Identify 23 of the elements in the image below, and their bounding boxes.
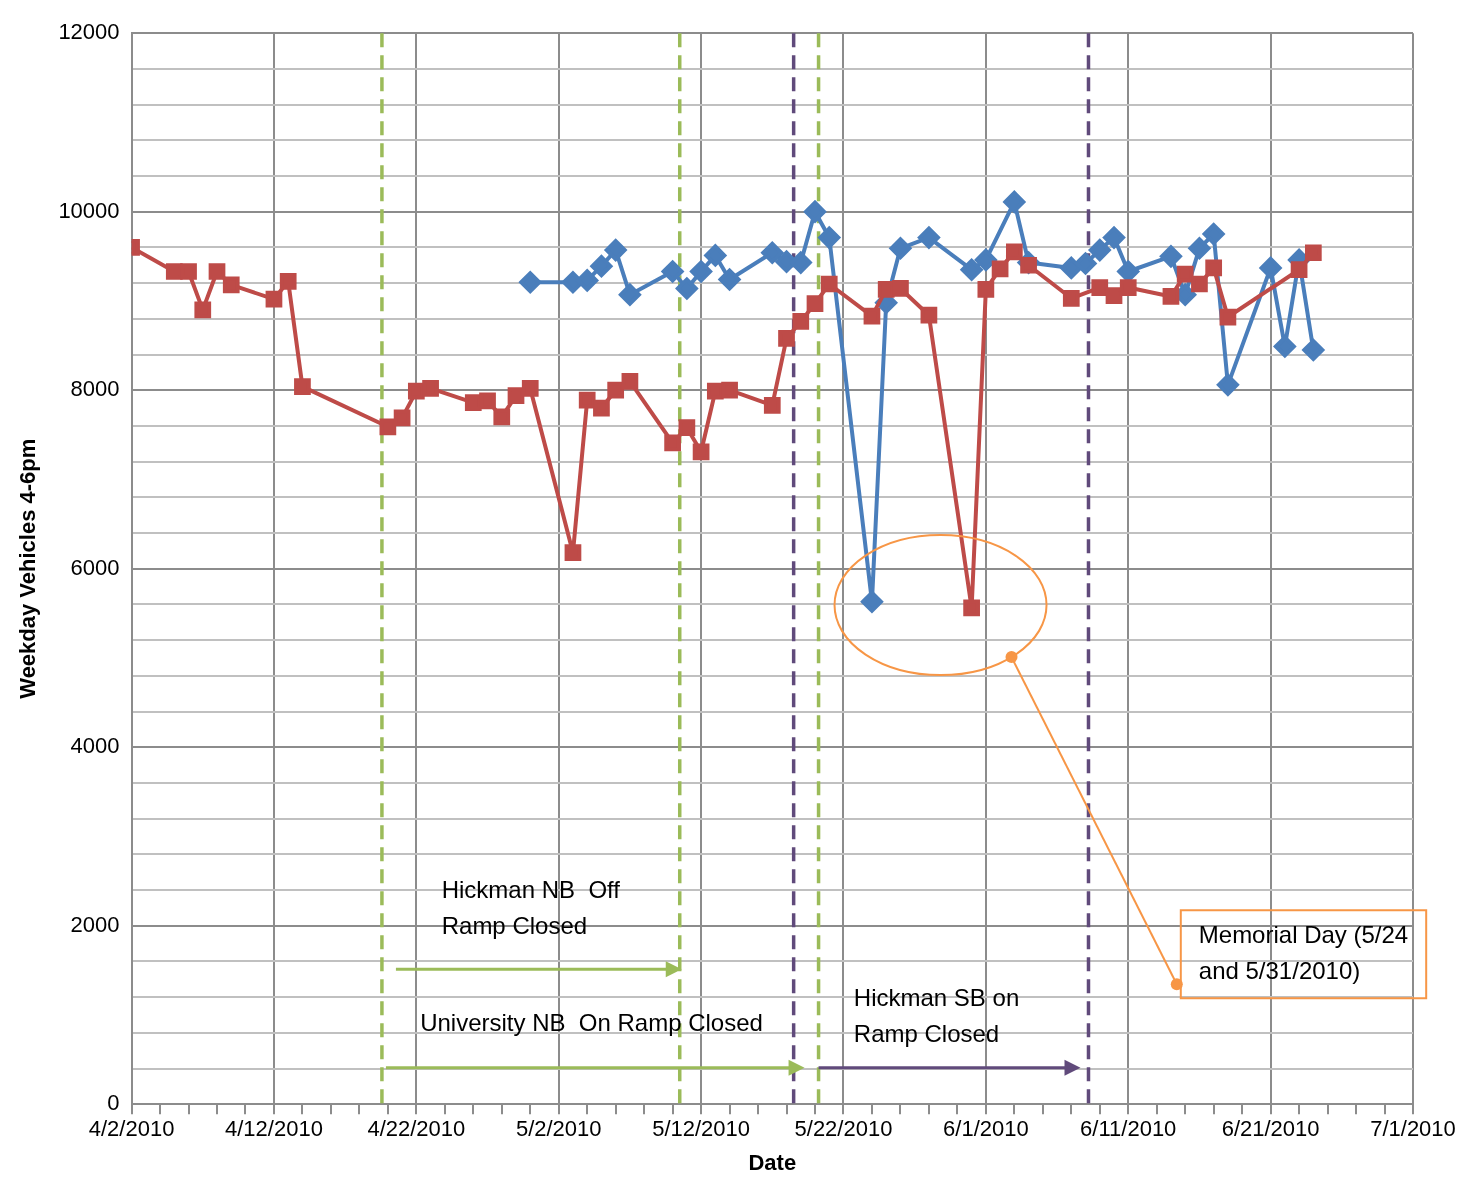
x-tick-label: 5/2/2010 bbox=[515, 1116, 602, 1142]
y-tick-label: 6000 bbox=[70, 554, 120, 580]
y-tick-label: 4000 bbox=[70, 733, 120, 759]
x-tick-label: 4/2/2010 bbox=[88, 1116, 175, 1142]
x-tick-label: 6/21/2010 bbox=[1221, 1116, 1320, 1142]
y-tick-label: 12000 bbox=[58, 19, 120, 45]
annotation: Memorial Day (5/24 and 5/31/2010) bbox=[1198, 920, 1409, 984]
y-tick-label: 2000 bbox=[70, 911, 120, 937]
x-tick-label: 4/22/2010 bbox=[367, 1116, 466, 1142]
x-tick-label: 7/1/2010 bbox=[1370, 1116, 1456, 1142]
annotation: Hickman SB on Ramp Closed bbox=[853, 984, 1020, 1048]
y-tick-label: 0 bbox=[107, 1090, 120, 1116]
y-tick-label: 10000 bbox=[58, 197, 120, 223]
x-tick-label: 5/12/2010 bbox=[652, 1116, 751, 1142]
x-tick-label: 5/22/2010 bbox=[794, 1116, 893, 1142]
annotation: University NB On Ramp Closed bbox=[420, 1008, 763, 1036]
annotation: Hickman NB Off Ramp Closed bbox=[441, 875, 621, 939]
x-tick-label: 6/1/2010 bbox=[943, 1116, 1029, 1142]
x-tick-label: 6/11/2010 bbox=[1080, 1116, 1177, 1142]
x-axis-title: Date bbox=[748, 1149, 797, 1175]
y-axis-title: Weekday Vehicles 4-6pm bbox=[15, 438, 41, 699]
y-tick-label: 8000 bbox=[70, 376, 120, 402]
x-tick-label: 4/12/2010 bbox=[225, 1116, 323, 1142]
